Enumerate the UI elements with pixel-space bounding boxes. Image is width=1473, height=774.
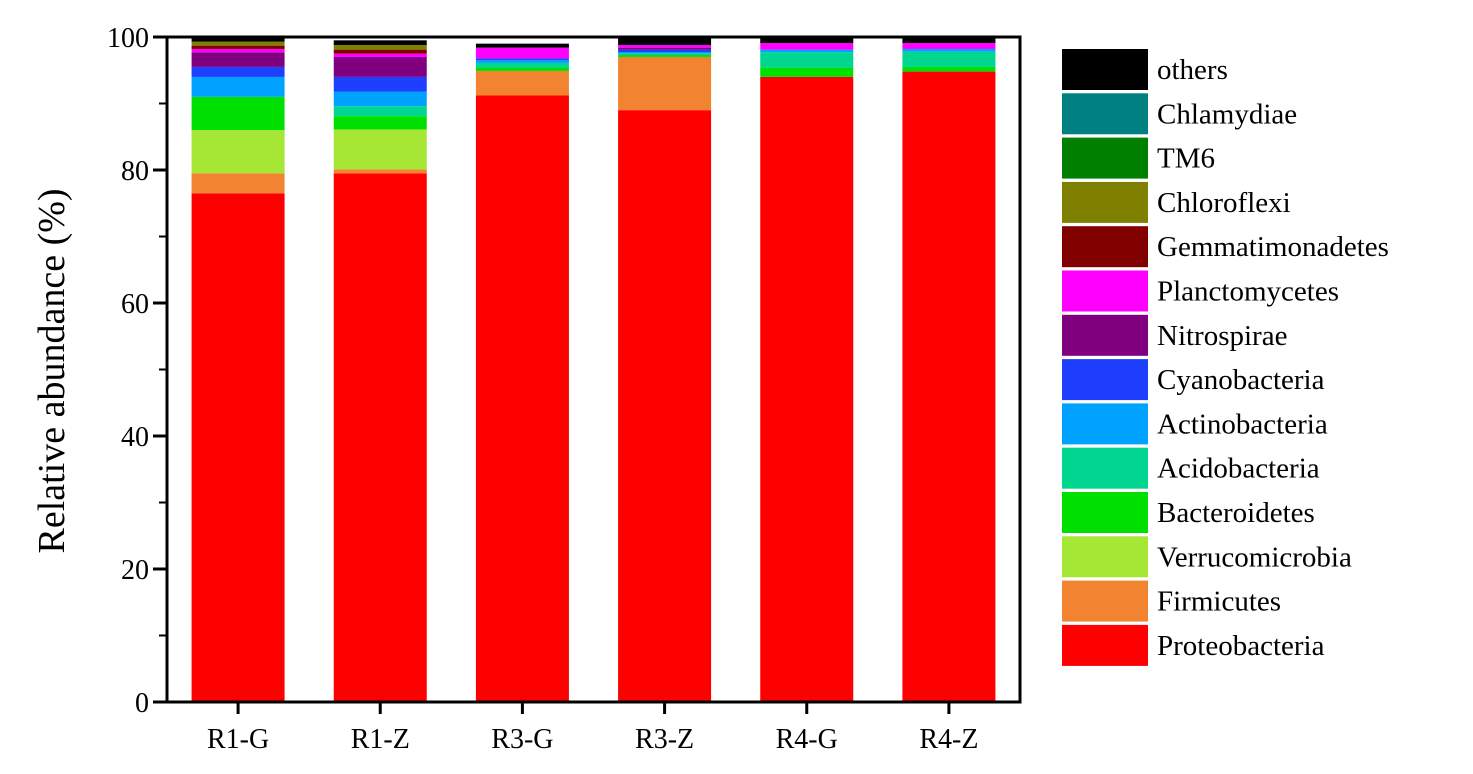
legend-swatch-nitrospirae [1062, 314, 1148, 356]
legend-swatch-tm6 [1062, 137, 1148, 179]
x-tick-label: R4-G [776, 724, 838, 755]
y-tick-label: 80 [121, 156, 149, 187]
y-axis-title: Relative abundance (%) [31, 188, 73, 553]
legend-label-firmicutes: Firmicutes [1157, 586, 1281, 618]
bar-segment-r1-z-others [333, 40, 427, 45]
bar-segment-r4-z-proteobacteria [902, 71, 996, 702]
bar-segment-r1-g-proteobacteria [191, 193, 285, 702]
bar-segment-r1-g-gemmatimonadetes [191, 45, 285, 49]
bar-segment-r4-g-bacteroidetes [760, 67, 854, 77]
bar-segment-r3-g-proteobacteria [475, 95, 569, 702]
y-tick-label: 40 [121, 422, 149, 453]
bar-segment-r1-g-planctomycetes [191, 48, 285, 53]
bar-segment-r1-z-nitrospirae [333, 56, 427, 77]
legend-label-cyanobacteria: Cyanobacteria [1157, 364, 1325, 396]
bar-segment-r3-g-cyanobacteria [475, 58, 569, 61]
bar-segment-r3-g-acidobacteria [475, 62, 569, 68]
x-tick-label: R3-G [491, 724, 553, 755]
y-tick-label: 60 [121, 289, 149, 320]
bar-segment-r4-g-proteobacteria [760, 76, 854, 702]
bar-segment-r1-g-verrucomicrobia [191, 130, 285, 174]
legend-label-chloroflexi: Chloroflexi [1157, 187, 1291, 219]
axes-layer: 0 20 40 60 80 100 R1-G R1-Z R3-G R3-Z R4-G R4-Z [107, 23, 1022, 755]
bar-segment-r4-z-acidobacteria [902, 51, 996, 67]
bar-segment-r4-g-planctomycetes [760, 42, 854, 50]
bar-segment-r1-g-firmicutes [191, 173, 285, 194]
y-tick-label: 0 [135, 688, 149, 719]
legend-label-bacteroidetes: Bacteroidetes [1157, 497, 1315, 529]
bar-segment-r1-g-others [191, 37, 285, 42]
legend-label-nitrospirae: Nitrospirae [1157, 320, 1287, 352]
bar-segment-r1-z-actinobacteria [333, 91, 427, 107]
bar-segment-r3-z-cyanobacteria [618, 49, 712, 53]
legend-label-planctomycetes: Planctomycetes [1157, 276, 1339, 308]
bar-segment-r4-z-actinobacteria [902, 48, 996, 52]
legend-label-gemmatimonadetes: Gemmatimonadetes [1157, 231, 1389, 263]
plot-frame [165, 35, 1022, 704]
x-tick-label: R3-Z [635, 724, 694, 755]
bar-segment-r1-z-cyanobacteria [333, 76, 427, 92]
bar-segment-r4-g-others [760, 37, 854, 43]
bar-segment-r3-g-others [475, 43, 569, 48]
bar-segment-r4-g-actinobacteria [760, 49, 854, 53]
legend-swatch-chloroflexi [1062, 181, 1148, 223]
bar-segment-r4-z-bacteroidetes [902, 66, 996, 72]
bar-segment-r3-z-others [618, 37, 712, 45]
bar-segment-r1-z-acidobacteria [333, 106, 427, 117]
legend-label-tm6: TM6 [1157, 143, 1215, 175]
bar-segment-r4-z-planctomycetes [902, 42, 996, 49]
legend-swatch-chlamydiae [1062, 93, 1148, 135]
legend-swatch-verrucomicrobia [1062, 536, 1148, 578]
bar-segment-r1-g-cyanobacteria [191, 66, 285, 77]
legend-swatch-acidobacteria [1062, 447, 1148, 489]
legend-label-chlamydiae: Chlamydiae [1157, 98, 1297, 130]
legend-swatch-planctomycetes [1062, 270, 1148, 312]
bar-segment-r3-z-actinobacteria [618, 52, 712, 54]
bar-segment-r3-g-bacteroidetes [475, 67, 569, 71]
bar-segment-r3-g-planctomycetes [475, 47, 569, 59]
x-tick-label: R4-Z [919, 724, 978, 755]
legend-swatch-actinobacteria [1062, 403, 1148, 445]
legend-swatch-gemmatimonadetes [1062, 226, 1148, 268]
bar-segment-r1-z-chloroflexi [333, 44, 427, 50]
bar-segment-r4-z-others [902, 37, 996, 43]
legend-swatch-firmicutes [1062, 580, 1148, 622]
bar-segment-r3-z-bacteroidetes [618, 54, 712, 57]
bar-segment-r1-z-planctomycetes [333, 53, 427, 57]
legend-label-proteobacteria: Proteobacteria [1157, 630, 1325, 662]
bar-segment-r3-z-nitrospirae [618, 47, 712, 50]
bar-segment-r3-g-actinobacteria [475, 60, 569, 63]
x-tick-label: R1-Z [351, 724, 410, 755]
legend-swatch-others [1062, 49, 1148, 90]
bar-segment-r3-z-proteobacteria [618, 110, 712, 702]
legend-swatch-bacteroidetes [1062, 492, 1148, 533]
bar-segment-r4-g-acidobacteria [760, 52, 854, 68]
bar-segment-r1-g-bacteroidetes [191, 96, 285, 131]
bar-segment-r3-z-planctomycetes [618, 44, 712, 48]
bar-segment-r1-z-firmicutes [333, 169, 427, 174]
bars-layer [191, 37, 996, 702]
bar-segment-r1-z-proteobacteria [333, 173, 427, 702]
bar-segment-r1-z-verrucomicrobia [333, 129, 427, 170]
legend-label-verrucomicrobia: Verrucomicrobia [1157, 541, 1352, 573]
bar-segment-r1-g-actinobacteria [191, 76, 285, 97]
legend-label-actinobacteria: Actinobacteria [1157, 408, 1328, 440]
legend-label-acidobacteria: Acidobacteria [1157, 453, 1320, 485]
x-tick-label: R1-G [207, 724, 269, 755]
bar-segment-r3-z-firmicutes [618, 56, 712, 111]
legend-swatch-proteobacteria [1062, 624, 1148, 666]
legend: others Chlamydiae TM6 Chloroflexi Gemmatimon… [1062, 49, 1389, 666]
y-tick-label: 20 [121, 555, 149, 586]
legend-swatch-cyanobacteria [1062, 359, 1148, 401]
legend-label-others: others [1157, 54, 1228, 86]
bar-segment-r1-g-nitrospirae [191, 52, 285, 67]
y-tick-label: 100 [107, 23, 149, 54]
bar-segment-r1-z-bacteroidetes [333, 116, 427, 130]
bar-segment-r1-z-gemmatimonadetes [333, 49, 427, 54]
bar-segment-r1-g-chloroflexi [191, 41, 285, 46]
bar-segment-r3-z-acidobacteria [618, 53, 712, 55]
bar-segment-r3-g-firmicutes [475, 70, 569, 96]
